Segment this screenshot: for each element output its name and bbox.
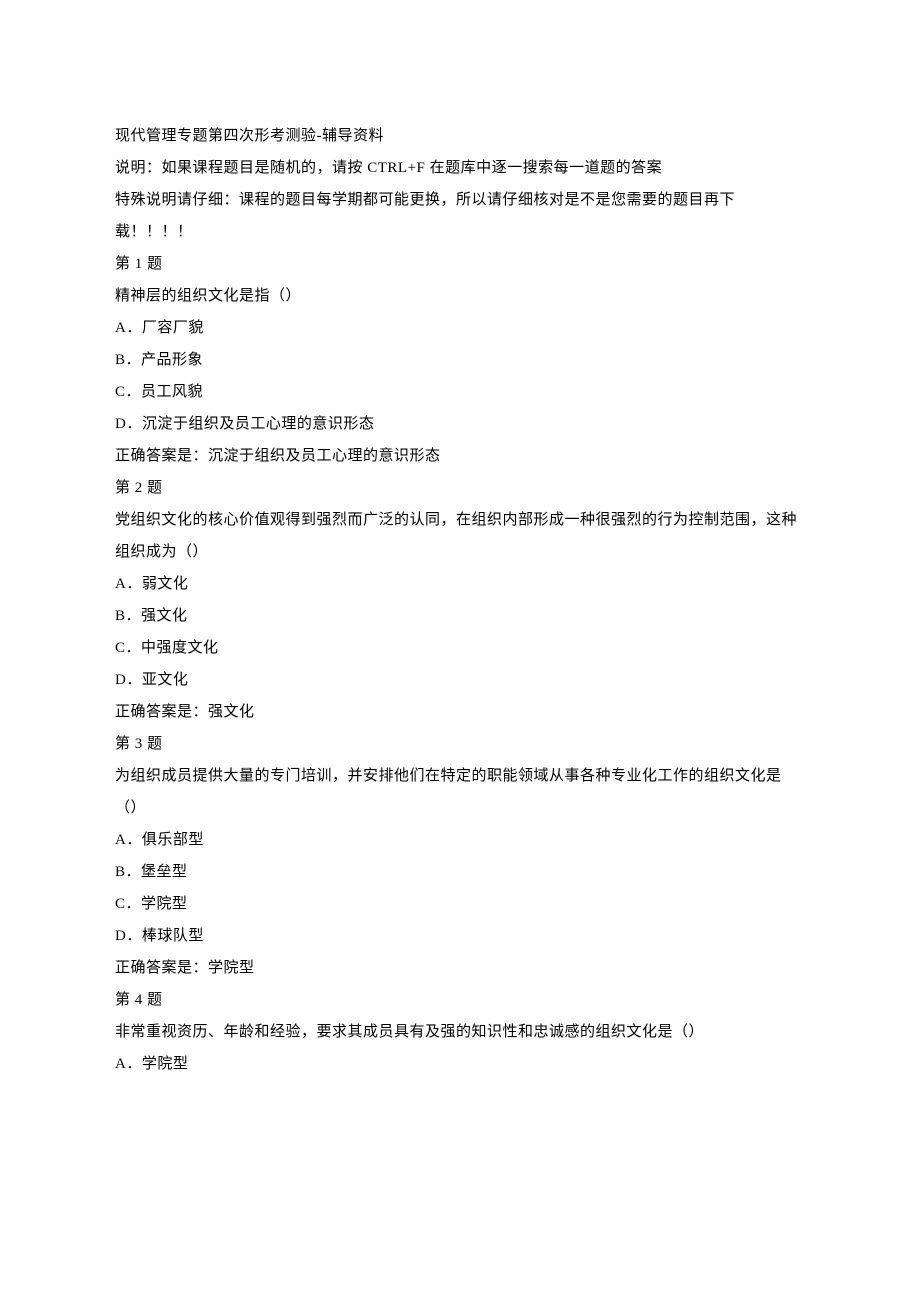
document-page: 现代管理专题第四次形考测验-辅导资料 说明：如果课程题目是随机的，请按 CTRL… (0, 0, 920, 1302)
question-option: D．棒球队型 (115, 920, 805, 952)
question-number: 第 1 题 (115, 248, 805, 280)
question-option: A．弱文化 (115, 568, 805, 600)
question-option: B．堡垒型 (115, 856, 805, 888)
question-stem: 党组织文化的核心价值观得到强烈而广泛的认同，在组织内部形成一种很强烈的行为控制范… (115, 504, 805, 568)
question-stem: 精神层的组织文化是指（） (115, 280, 805, 312)
question-number: 第 2 题 (115, 472, 805, 504)
question-stem: 非常重视资历、年龄和经验，要求其成员具有及强的知识性和忠诚感的组织文化是（） (115, 1016, 805, 1048)
question-option: A．厂容厂貌 (115, 312, 805, 344)
question-option: D．沉淀于组织及员工心理的意识形态 (115, 408, 805, 440)
question-answer: 正确答案是：沉淀于组织及员工心理的意识形态 (115, 440, 805, 472)
question-answer: 正确答案是：强文化 (115, 696, 805, 728)
question-answer: 正确答案是：学院型 (115, 952, 805, 984)
question-stem: 为组织成员提供大量的专门培训，并安排他们在特定的职能领域从事各种专业化工作的组织… (115, 760, 805, 824)
doc-note-1: 说明：如果课程题目是随机的，请按 CTRL+F 在题库中逐一搜索每一道题的答案 (115, 152, 805, 184)
question-option: C．中强度文化 (115, 632, 805, 664)
question-option: B．强文化 (115, 600, 805, 632)
question-option: D．亚文化 (115, 664, 805, 696)
question-number: 第 4 题 (115, 984, 805, 1016)
question-option: C．学院型 (115, 888, 805, 920)
question-option: B．产品形象 (115, 344, 805, 376)
doc-note-2: 特殊说明请仔细：课程的题目每学期都可能更换，所以请仔细核对是不是您需要的题目再下… (115, 184, 805, 248)
doc-title: 现代管理专题第四次形考测验-辅导资料 (115, 120, 805, 152)
question-number: 第 3 题 (115, 728, 805, 760)
question-option: C．员工风貌 (115, 376, 805, 408)
question-option: A．俱乐部型 (115, 824, 805, 856)
question-option: A．学院型 (115, 1048, 805, 1080)
